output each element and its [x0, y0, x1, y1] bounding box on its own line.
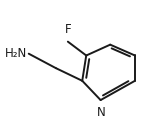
- Text: F: F: [65, 23, 71, 36]
- Text: H₂N: H₂N: [5, 47, 27, 60]
- Text: N: N: [97, 106, 106, 119]
